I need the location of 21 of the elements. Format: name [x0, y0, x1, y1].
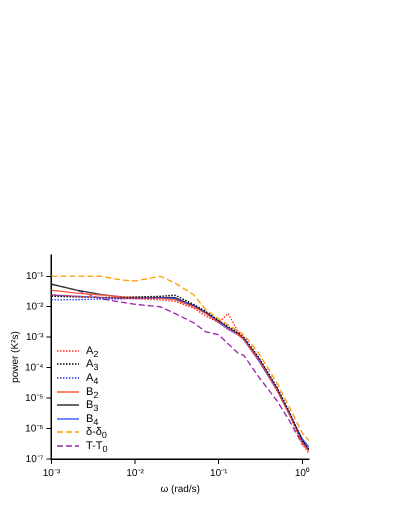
legend-label: B$_{2}$: [86, 386, 98, 400]
x-tick-label: 10⁻²: [126, 468, 144, 479]
legend-label: A$_{3}$: [86, 358, 98, 373]
y-tick-label: 10⁻³: [26, 332, 44, 343]
x-tick-label: 10⁻³: [42, 468, 61, 479]
y-tick-label: 10⁻²: [26, 301, 44, 312]
y-axis-title: power (K²s): [10, 331, 21, 383]
y-tick-label: 10⁻¹: [26, 271, 44, 282]
x-tick-label: 10⁻¹: [210, 468, 228, 479]
x-axis-title: ω (rad/s): [160, 484, 200, 495]
legend-label: B$_{4}$: [86, 412, 98, 427]
y-tick-label: 10⁻⁴: [25, 362, 44, 374]
legend-label: B$_{3}$: [86, 399, 98, 414]
x-tick-label: 10⁰: [294, 466, 310, 479]
y-tick-label: 10⁻⁵: [25, 392, 44, 404]
y-tick-label: 10⁻⁷: [26, 454, 44, 465]
legend-label: δ-δ$_{0}$: [86, 426, 107, 441]
legend-label: A$_{2}$: [86, 344, 98, 359]
legend-label: A$_{4}$: [86, 372, 98, 386]
legend-label: T-T$_{0}$: [86, 440, 108, 454]
y-tick-label: 10⁻⁶: [25, 423, 44, 434]
